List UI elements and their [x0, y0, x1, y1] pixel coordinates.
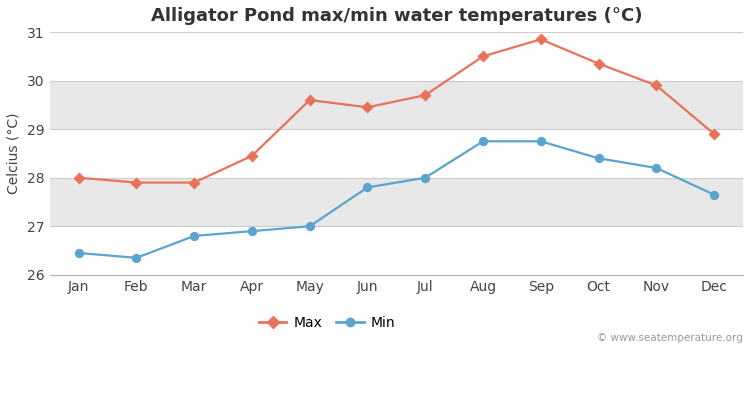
Point — [304, 223, 316, 230]
Title: Alligator Pond max/min water temperatures (°C): Alligator Pond max/min water temperature… — [151, 7, 642, 25]
Point — [708, 131, 720, 137]
Y-axis label: Celcius (°C): Celcius (°C) — [7, 113, 21, 194]
Point — [419, 174, 431, 181]
Point — [650, 165, 662, 171]
Point — [188, 233, 200, 239]
Point — [535, 36, 547, 42]
Point — [477, 53, 489, 60]
Point — [419, 92, 431, 98]
Point — [477, 138, 489, 144]
Text: © www.seatemperature.org: © www.seatemperature.org — [597, 333, 743, 343]
Bar — [50, 226, 743, 275]
Bar — [50, 32, 743, 81]
Point — [535, 138, 547, 144]
Point — [708, 192, 720, 198]
Point — [246, 228, 258, 234]
Bar — [50, 178, 743, 226]
Point — [592, 155, 604, 162]
Point — [592, 60, 604, 67]
Point — [246, 153, 258, 159]
Bar — [50, 129, 743, 178]
Point — [130, 179, 142, 186]
Point — [362, 184, 374, 191]
Point — [362, 104, 374, 110]
Point — [130, 255, 142, 261]
Bar — [50, 81, 743, 129]
Point — [650, 82, 662, 89]
Legend: Max, Min: Max, Min — [253, 311, 401, 336]
Point — [304, 97, 316, 103]
Point — [73, 250, 85, 256]
Point — [73, 174, 85, 181]
Point — [188, 179, 200, 186]
